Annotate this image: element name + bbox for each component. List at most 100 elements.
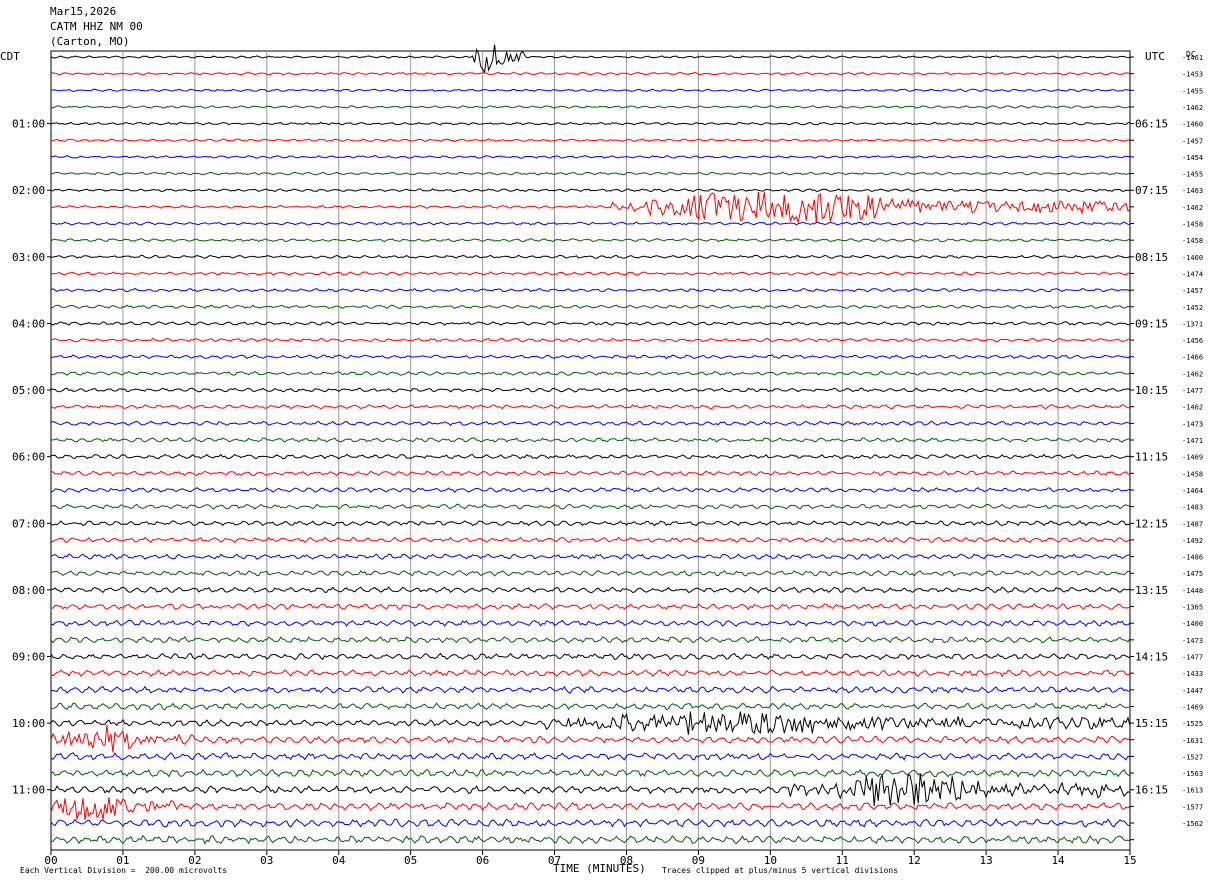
trace-row	[50, 238, 1131, 243]
trace-row	[50, 553, 1131, 560]
dc-offset-label: -1471	[1182, 437, 1203, 445]
dc-offset-label: -1483	[1182, 504, 1203, 512]
trace-row	[50, 337, 1131, 343]
cdt-hour-label: 07:00	[12, 517, 45, 530]
dc-offset-label: -1469	[1182, 454, 1203, 462]
dc-offset-label: -1453	[1182, 71, 1203, 79]
trace-row	[50, 171, 1131, 176]
dc-offset-label: -1474	[1182, 270, 1203, 278]
cdt-hour-label: 01:00	[12, 118, 45, 131]
trace-row	[50, 387, 1131, 393]
utc-hour-label: 11:15	[1135, 451, 1168, 464]
cdt-hour-label: 06:00	[12, 451, 45, 464]
trace-row	[50, 702, 1131, 711]
utc-hour-label: 07:15	[1135, 184, 1168, 197]
trace-row	[50, 271, 1131, 276]
dc-offset-label: -1492	[1182, 537, 1203, 545]
trace-row	[50, 420, 1131, 426]
dc-offset-label: -1577	[1182, 803, 1203, 811]
dc-offset-label: -1466	[1182, 354, 1203, 362]
dc-offset-label: -1562	[1182, 820, 1203, 828]
x-tick-label: 05	[404, 854, 417, 867]
dc-offset-label: -1477	[1182, 653, 1203, 661]
dc-offset-label: -1365	[1182, 604, 1203, 612]
x-tick-label: 09	[692, 854, 705, 867]
dc-offset-label: -1460	[1182, 254, 1203, 262]
dc-offset-label: -1457	[1182, 137, 1203, 145]
plot-frame	[50, 50, 1131, 851]
dc-offset-label: -1400	[1182, 620, 1203, 628]
dc-offset-label: -1448	[1182, 587, 1203, 595]
trace-row	[50, 487, 1131, 493]
date-label: Mar15,2026	[50, 5, 117, 18]
dc-offset-label: -1433	[1182, 670, 1203, 678]
cdt-hour-label: 02:00	[12, 184, 45, 197]
trace-row	[50, 155, 1131, 159]
dc-offset-label: -1527	[1182, 753, 1203, 761]
dc-offset-label: -1455	[1182, 87, 1203, 95]
cdt-hour-label: 11:00	[12, 784, 45, 797]
x-tick-label: 04	[332, 854, 346, 867]
trace-row	[50, 503, 1131, 510]
trace-row	[50, 71, 1131, 76]
cdt-hour-label: 08:00	[12, 584, 45, 597]
utc-hour-label: 06:15	[1135, 118, 1168, 131]
x-tick-label: 00	[44, 854, 57, 867]
dc-offset-label: -1563	[1182, 770, 1203, 778]
scale-note: Each Vertical Division = 200.00 microvol…	[20, 866, 228, 875]
cdt-hour-label: 10:00	[12, 717, 45, 730]
dc-offset-label: -1613	[1182, 787, 1203, 795]
cdt-hour-label: 05:00	[12, 384, 45, 397]
trace-row	[51, 437, 1131, 443]
trace-row	[50, 834, 1131, 845]
dc-offset-label: -1461	[1182, 54, 1203, 62]
trace-row	[50, 685, 1131, 694]
utc-hour-label: 13:15	[1135, 584, 1168, 597]
trace-row	[50, 818, 1131, 828]
x-tick-label: 08	[620, 854, 633, 867]
trace-row	[50, 669, 1131, 678]
dc-offset-label: -1460	[1182, 121, 1203, 129]
x-tick-label: 03	[260, 854, 273, 867]
trace-row	[50, 191, 1131, 225]
trace-row	[50, 321, 1131, 326]
trace-row	[50, 254, 1131, 259]
trace-row	[50, 773, 1131, 806]
trace-row	[50, 370, 1131, 376]
trace-row	[50, 603, 1131, 611]
trace-row	[50, 619, 1131, 627]
trace-row	[50, 138, 1131, 143]
x-tick-label: 06	[476, 854, 489, 867]
dc-offset-label: -1462	[1182, 204, 1203, 212]
dc-offset-label: -1371	[1182, 320, 1203, 328]
x-axis-title: TIME (MINUTES)	[553, 862, 646, 875]
x-tick-label: 10	[764, 854, 777, 867]
trace-row	[50, 44, 1131, 74]
trace-row	[50, 711, 1131, 735]
trace-row	[50, 724, 1131, 753]
dc-offset-label: -1458	[1182, 237, 1203, 245]
cdt-axis-label: CDT	[0, 50, 20, 63]
dc-offset-label: -1477	[1182, 387, 1203, 395]
dc-offset-label: -1469	[1182, 703, 1203, 711]
trace-row	[50, 105, 1131, 109]
trace-row	[50, 470, 1131, 477]
dc-offset-label: -1487	[1182, 520, 1203, 528]
dc-axis-label: DC	[1186, 50, 1196, 59]
trace-row	[50, 752, 1131, 761]
utc-axis-label: UTC	[1145, 50, 1165, 63]
trace-row	[50, 287, 1131, 293]
dc-offset-label: -1486	[1182, 554, 1203, 562]
x-tick-label: 12	[908, 854, 921, 867]
clip-note: Traces clipped at plus/minus 5 vertical …	[662, 866, 899, 875]
trace-row	[50, 453, 1131, 460]
station-label: CATM HHZ NM 00	[50, 20, 143, 33]
dc-offset-label: -1462	[1182, 370, 1203, 378]
trace-row	[50, 768, 1131, 778]
trace-row	[50, 88, 1131, 93]
dc-offset-label: -1458	[1182, 221, 1203, 229]
trace-row	[50, 520, 1131, 527]
trace-row	[50, 404, 1131, 410]
trace-row	[50, 354, 1131, 360]
x-tick-label: 07	[548, 854, 561, 867]
